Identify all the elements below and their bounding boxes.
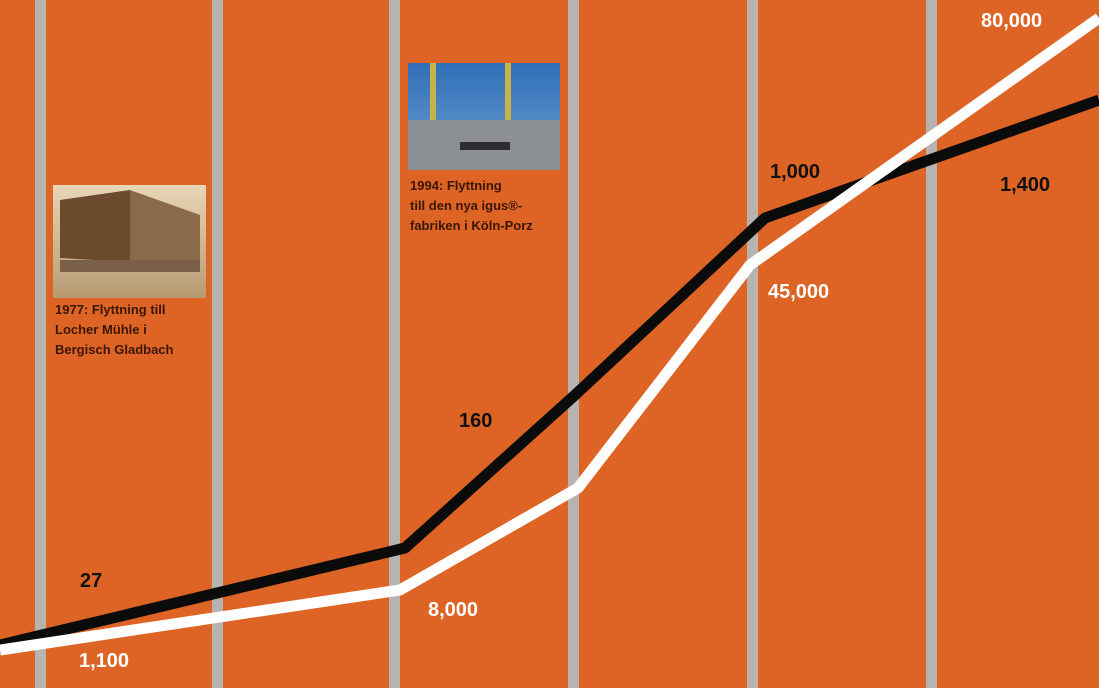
label: 1,100 bbox=[79, 650, 129, 672]
caption: Bergisch Gladbach bbox=[55, 342, 174, 357]
label: 45,000 bbox=[768, 281, 829, 303]
label: 1,400 bbox=[1000, 174, 1050, 196]
label: 8,000 bbox=[428, 599, 478, 621]
caption: till den nya igus®- bbox=[410, 198, 522, 213]
label: 80,000 bbox=[981, 10, 1042, 32]
caption: 1977: Flyttning till bbox=[55, 302, 166, 317]
photo-1994 bbox=[408, 63, 560, 170]
caption: fabriken i Köln-Porz bbox=[410, 218, 533, 233]
column-dividers bbox=[35, 0, 937, 688]
label: 27 bbox=[80, 570, 102, 592]
caption: 1994: Flyttning bbox=[410, 178, 502, 193]
label: 1,000 bbox=[770, 161, 820, 183]
white-line bbox=[0, 13, 1099, 656]
label: 160 bbox=[459, 410, 492, 432]
photo-1977 bbox=[53, 185, 206, 298]
caption: Locher Mühle i bbox=[55, 322, 147, 337]
